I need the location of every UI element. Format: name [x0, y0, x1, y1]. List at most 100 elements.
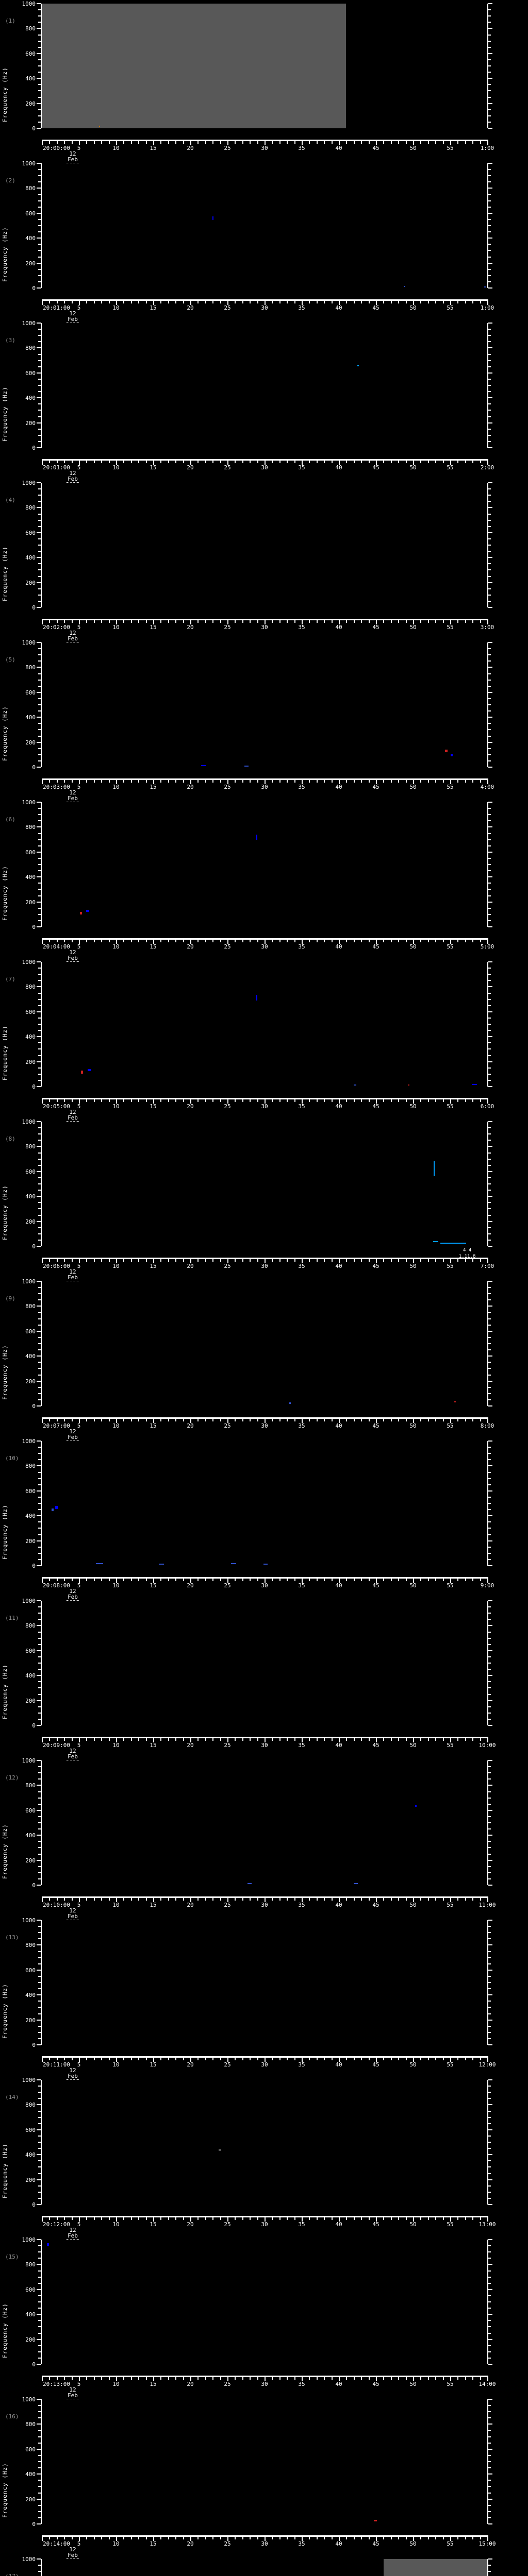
x-axis-tick [465, 620, 466, 623]
x-axis-tick-label: 35 [298, 2540, 305, 2547]
y-axis-tick [488, 1221, 492, 1222]
y-axis-tick [488, 1926, 491, 1927]
y-axis-tick [38, 808, 41, 809]
y-axis-spine-left [41, 483, 42, 607]
date-month: Feb [68, 2232, 78, 2239]
y-axis-tick [37, 347, 41, 349]
y-axis-tick [38, 2282, 41, 2284]
x-axis-tick [64, 1419, 65, 1421]
x-axis-tick-label: 40 [335, 1902, 342, 1908]
x-axis-tick [316, 1898, 318, 1901]
y-axis-tick [488, 281, 491, 282]
x-axis-tick [71, 141, 73, 144]
detection-mark [47, 2243, 50, 2247]
x-axis-tick [398, 1419, 400, 1421]
y-axis-tick [488, 59, 491, 60]
y-axis-tick [38, 1453, 41, 1454]
y-axis-tick [488, 569, 491, 571]
detection-mark [244, 765, 249, 767]
y-axis-tick-label: 400 [25, 1193, 36, 1200]
y-axis-tick [488, 1766, 491, 1768]
x-axis-tick [93, 780, 95, 783]
x-axis-tick-label: 20 [187, 145, 194, 151]
y-axis-tick [37, 2424, 41, 2425]
y-axis-title: Frequency (Hz) [2, 2463, 8, 2518]
x-axis-tick-label: 5 [77, 1263, 81, 1269]
y-axis-tick [488, 600, 491, 602]
x-axis-tick [79, 2058, 80, 2062]
x-axis-tick [316, 141, 318, 144]
x-axis-tick [235, 141, 236, 144]
spectrogram-panel: (6) Frequency (Hz) 0 200 400 600 800 1000 20:04:… [0, 796, 528, 967]
y-axis-tick [38, 1509, 41, 1511]
detection-mark [484, 286, 486, 288]
y-axis-tick [38, 968, 41, 969]
x-axis-tick [302, 301, 303, 305]
panel-index-label: (6) [5, 816, 15, 823]
x-axis-tick [390, 1738, 392, 1741]
x-axis-tick [427, 2217, 429, 2220]
y-axis-tick [38, 2486, 41, 2487]
x-axis-tick [64, 1738, 65, 1741]
x-axis-tick [324, 301, 325, 303]
x-axis-tick [108, 2217, 110, 2220]
y-axis-tick [488, 907, 491, 909]
x-axis-tick [294, 940, 295, 942]
x-axis-tick [64, 301, 65, 303]
y-axis-tick [38, 648, 41, 650]
x-axis-tick [56, 1898, 58, 1901]
x-axis-tick-label: 30 [261, 943, 268, 950]
plot-annotation: 1.11.8 [458, 1254, 476, 1260]
y-axis-tick [488, 1669, 491, 1670]
x-axis-tick [145, 1898, 147, 1901]
x-axis-tick [324, 620, 325, 623]
y-axis-tick [488, 1362, 491, 1363]
x-axis-tick-label: 40 [335, 1103, 342, 1110]
detection-mark [433, 1241, 438, 1242]
x-axis-tick-label: 10 [112, 145, 120, 151]
date-month: Feb [68, 1913, 78, 1920]
x-axis-tick [480, 301, 481, 303]
y-axis-tick [488, 1982, 491, 1983]
x-axis-start-label: 20:09:00 [43, 1742, 70, 1749]
x-axis-tick [480, 461, 481, 463]
x-axis-tick [413, 301, 414, 305]
x-axis-tick-label: 40 [335, 1422, 342, 1429]
y-axis-tick [488, 2148, 491, 2149]
panel-index-label: (10) [5, 1455, 19, 1462]
x-axis-tick [212, 1579, 214, 1581]
y-axis-tick [488, 2197, 491, 2199]
y-axis-tick [38, 2517, 41, 2518]
x-axis-tick-label: 35 [298, 1582, 305, 1589]
x-axis-tick [212, 2377, 214, 2380]
x-axis-tick [220, 1579, 221, 1581]
x-axis-tick [175, 141, 177, 144]
y-axis-spine-left [41, 2240, 42, 2364]
x-axis-tick [205, 1738, 206, 1741]
x-axis-tick [86, 1738, 88, 1741]
x-axis-tick [353, 2377, 355, 2380]
x-axis-tick [220, 780, 221, 783]
x-axis-tick [361, 461, 362, 463]
y-axis-tick [37, 1760, 41, 1761]
y-axis-tick [38, 1233, 41, 1234]
x-axis-tick [190, 301, 191, 305]
y-axis-tick [488, 2160, 491, 2162]
x-axis-tick [257, 461, 258, 463]
detection-mark [98, 126, 100, 127]
x-axis-tick-label: 15 [150, 1263, 157, 1269]
x-axis-tick [420, 1898, 422, 1901]
y-axis-tick [37, 163, 41, 164]
date-day: 12 [69, 1428, 76, 1435]
x-axis-tick [346, 1259, 348, 1262]
x-axis-tick [168, 940, 169, 942]
x-axis-tick [272, 1259, 273, 1262]
x-axis-tick [368, 1419, 370, 1421]
x-axis-tick [257, 1898, 258, 1901]
y-axis-tick [38, 2405, 41, 2406]
y-axis-tick [488, 2289, 492, 2290]
y-axis-tick [38, 814, 41, 816]
detection-mark [256, 834, 258, 840]
x-axis-start-label: 20:01:00 [43, 304, 70, 311]
x-axis-tick [257, 141, 258, 144]
